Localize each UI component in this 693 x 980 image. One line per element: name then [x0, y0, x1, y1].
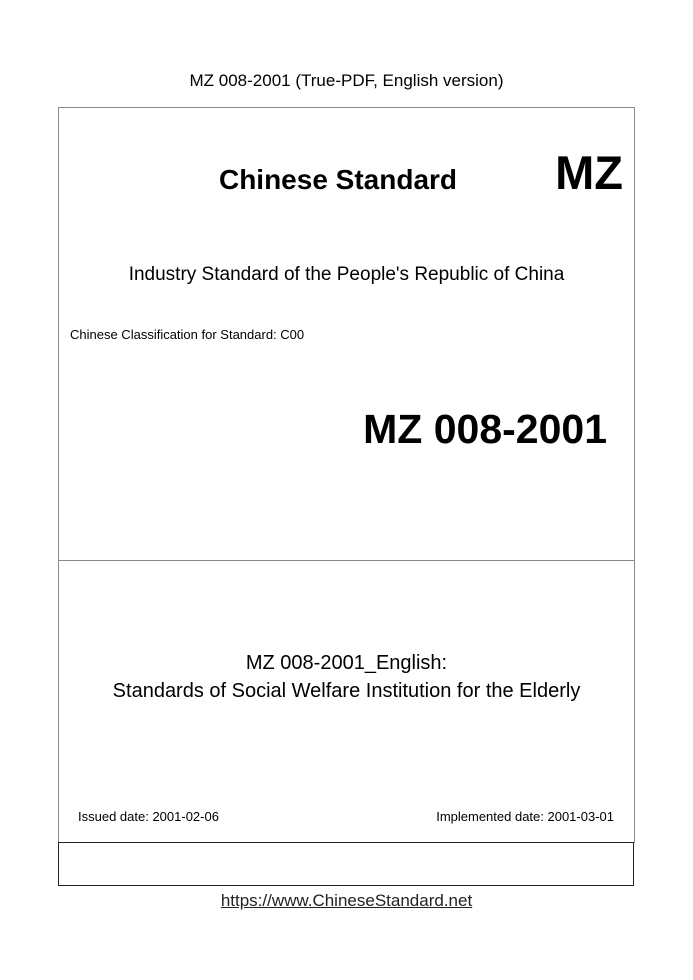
footer-url: https://www.ChineseStandard.net [0, 891, 693, 911]
implemented-date: Implemented date: 2001-03-01 [436, 809, 614, 824]
cover-divider [58, 560, 635, 561]
website-link[interactable]: https://www.ChineseStandard.net [220, 891, 473, 910]
page-header: MZ 008-2001 (True-PDF, English version) [189, 71, 504, 90]
footer-box [58, 842, 634, 886]
standard-prefix: MZ [555, 146, 623, 199]
title-line-2: Standards of Social Welfare Institution … [112, 680, 581, 702]
classification-label: Chinese Classification for Standard: C00 [70, 327, 305, 342]
issued-date: Issued date: 2001-02-06 [78, 809, 219, 824]
title-line-1: MZ 008-2001_English: [245, 652, 448, 674]
cover-frame [58, 107, 635, 843]
industry-standard-label: Industry Standard of the People's Republ… [128, 264, 565, 285]
chinese-standard-heading: Chinese Standard [218, 164, 458, 195]
standard-code: MZ 008-2001 [363, 406, 607, 452]
